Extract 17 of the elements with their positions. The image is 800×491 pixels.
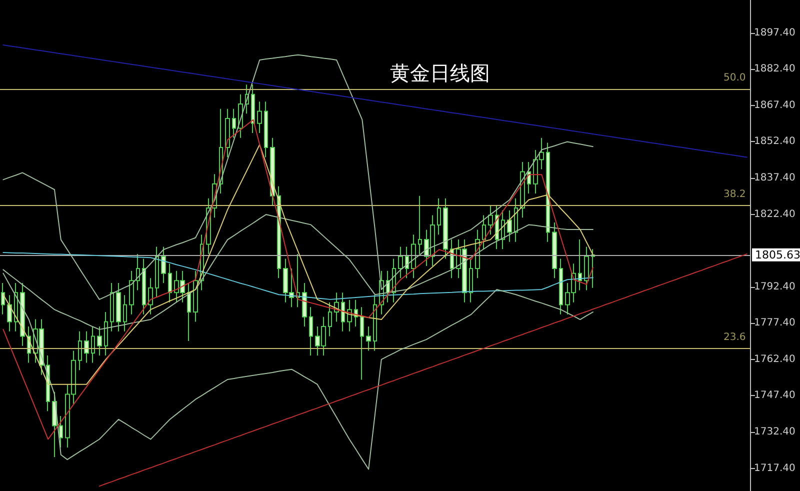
annotation: 50.0	[724, 72, 746, 84]
y-tick-label: 1777.40	[754, 318, 796, 329]
y-tick-label: 1897.40	[754, 27, 796, 38]
text: 黄金日线图	[390, 61, 490, 85]
y-tick-label: 1837.40	[754, 172, 796, 184]
annotation: 23.6	[724, 332, 746, 344]
y-tick-label: 1792.40	[754, 281, 796, 292]
y-tick-label: 1852.40	[754, 136, 796, 148]
y-tick-label: 1732.40	[754, 426, 796, 438]
y-tick-label: 1762.40	[754, 354, 796, 365]
ref-line-label: 1805.63	[755, 248, 800, 262]
y-tick-label: 1822.40	[754, 208, 796, 220]
y-tick-label: 1882.40	[754, 64, 796, 75]
y-tick-label: 1867.40	[754, 100, 796, 111]
annotation: 38.2	[724, 189, 746, 200]
y-tick-label: 1717.40	[754, 462, 796, 474]
y-tick-label: 1747.40	[754, 390, 796, 402]
